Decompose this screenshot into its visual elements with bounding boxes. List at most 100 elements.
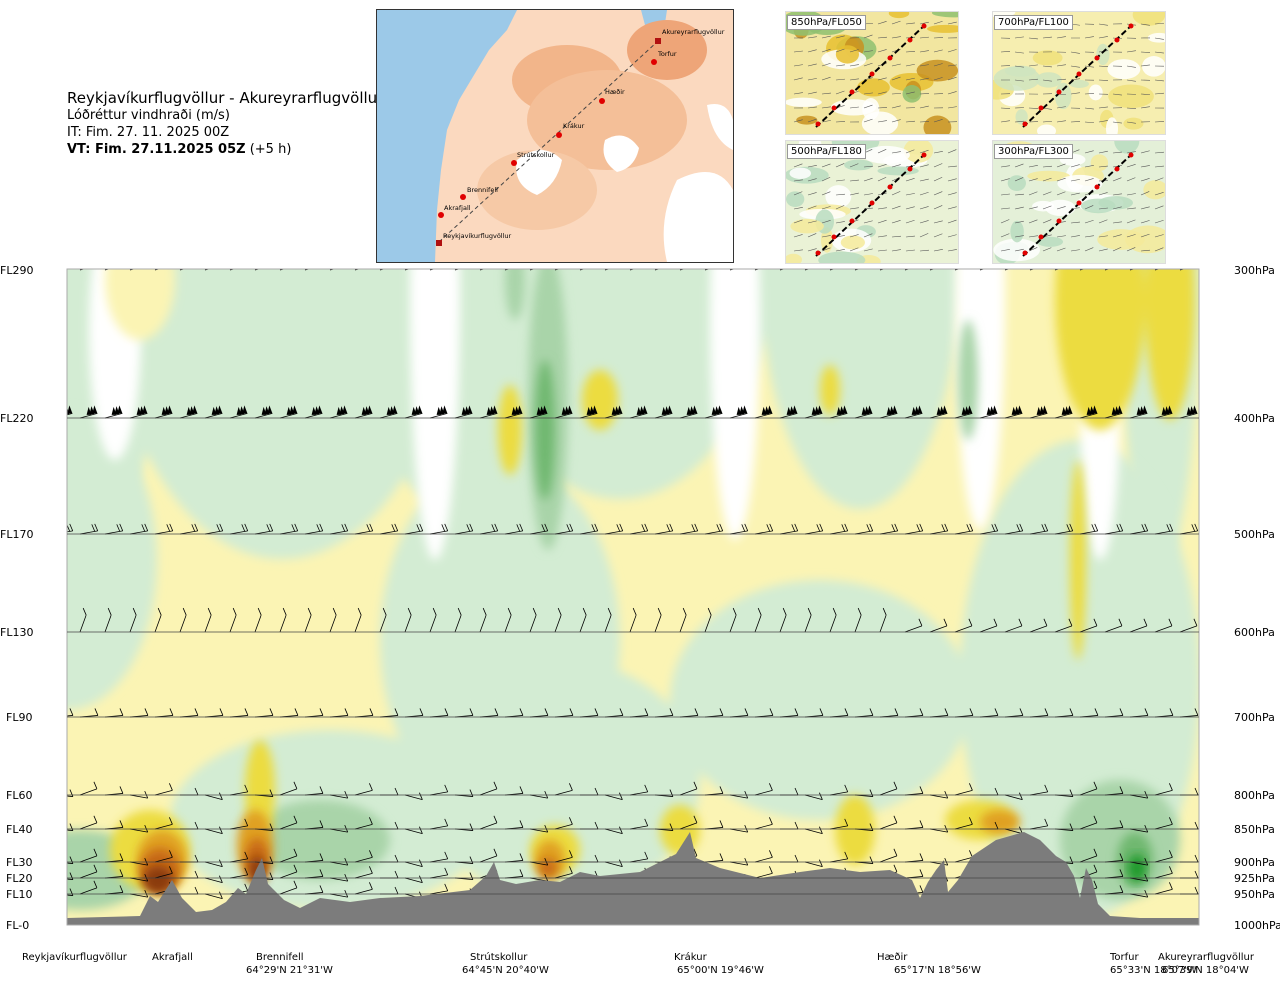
field-contour <box>1128 854 1146 882</box>
wind-barb-staff <box>1004 794 1023 801</box>
wind-barb-staff <box>229 791 248 796</box>
mini-map-patch <box>888 12 910 19</box>
wind-barb-feather <box>482 607 487 616</box>
wind-barb <box>529 523 549 535</box>
wind-barb-feather <box>541 524 546 532</box>
mini-map-patch <box>857 78 890 97</box>
wind-barb-flag <box>442 257 447 265</box>
mini-map-barb <box>919 36 929 39</box>
mini-map-point <box>831 234 837 240</box>
wind-barb-staff <box>1154 625 1173 633</box>
mini-map-barb <box>877 207 887 210</box>
wind-barb-flag <box>987 259 992 267</box>
wind-barb-feather <box>644 523 649 532</box>
wind-barb-flag <box>1114 258 1119 266</box>
wind-barb-staff <box>67 894 73 896</box>
location-name: Strútskollur <box>470 951 528 963</box>
wind-barb-feather <box>169 783 173 791</box>
wind-barb-flag <box>137 259 142 267</box>
wind-barb-feather <box>244 818 249 827</box>
wind-barb-feather <box>1144 708 1149 716</box>
wind-barb <box>404 826 423 835</box>
wind-barb-staff <box>204 861 223 868</box>
wind-barb-feather <box>194 523 199 532</box>
wind-barb-flag <box>564 406 570 415</box>
wind-barb-staff <box>329 893 348 898</box>
wind-barb <box>1054 523 1074 535</box>
wind-barb <box>1104 523 1124 535</box>
wind-barb-staff <box>804 794 823 801</box>
wind-barb-flag <box>687 259 692 267</box>
wind-barb-feather <box>469 823 474 831</box>
mini-map-barb <box>919 249 929 252</box>
wind-barb-flag <box>942 405 948 414</box>
wind-barb-feather <box>893 864 898 873</box>
wind-barb-flag <box>139 406 145 415</box>
wind-barb-flag <box>789 258 794 266</box>
wind-barb <box>429 851 449 863</box>
mini-map-patch <box>902 85 922 103</box>
wind-barb-feather <box>693 848 698 857</box>
wind-barb-feather <box>432 607 437 616</box>
wind-barb <box>229 818 249 830</box>
wind-barb-flag <box>267 405 273 414</box>
wind-barb-flag <box>317 257 322 265</box>
wind-barb-staff <box>204 828 223 835</box>
mini-map-barb <box>1154 219 1164 224</box>
wind-barb-feather <box>943 618 948 627</box>
wind-barb-flag <box>217 405 223 414</box>
mini-map-patch <box>1088 84 1103 101</box>
wind-barb-staff <box>829 530 848 535</box>
wind-barb-staff <box>729 530 748 535</box>
wind-barb-feather <box>991 524 996 532</box>
wind-barb-flag <box>62 407 67 415</box>
wind-barb-staff <box>1079 822 1098 830</box>
wind-barb <box>629 784 649 796</box>
wind-barb-flag <box>414 258 419 266</box>
wind-barb-flag <box>867 257 872 265</box>
wind-barb <box>404 607 412 633</box>
wind-barb-flag <box>1087 259 1092 267</box>
wind-barb-feather <box>466 524 471 532</box>
wind-barb-flag <box>1064 258 1069 266</box>
wind-barb-staff <box>929 625 948 633</box>
mini-map-barb <box>947 234 957 238</box>
mini-map-barb <box>1042 205 1052 210</box>
wind-barb-staff <box>379 614 387 633</box>
mini-map-barb <box>1084 121 1094 124</box>
wind-barb <box>204 875 223 884</box>
wind-barb-flag <box>762 259 767 267</box>
mini-map-barb <box>821 62 831 67</box>
wind-barb-staff <box>129 893 148 898</box>
wind-barb-feather <box>419 708 424 716</box>
wind-barb-feather <box>1116 524 1121 532</box>
wind-barb-feather <box>194 787 199 796</box>
mini-map-barb <box>835 90 845 95</box>
wind-barb <box>1154 882 1173 895</box>
wind-barb-feather <box>294 708 299 716</box>
wind-barb-flag <box>339 258 344 266</box>
wind-barb <box>154 523 174 535</box>
fl-label: FL30 <box>6 856 32 869</box>
wind-barb <box>729 523 749 535</box>
wind-barb-flag <box>567 405 573 414</box>
route-point-label: Akrafjall <box>444 204 471 212</box>
mini-map-barb <box>1056 120 1066 123</box>
wind-barb-staff <box>354 888 373 895</box>
route-point-marker <box>556 132 562 138</box>
mini-map-barb <box>1154 205 1164 210</box>
wind-barb-feather <box>807 607 812 616</box>
wind-barb-flag <box>817 405 823 414</box>
wind-barb-feather <box>293 848 298 857</box>
mini-map-barb <box>849 78 859 81</box>
mini-map-patch <box>796 115 818 125</box>
wind-barb-feather <box>366 524 371 532</box>
mini-map-barb <box>1028 107 1039 109</box>
wind-barb-feather <box>994 821 999 830</box>
wind-barb-flag <box>236 406 242 415</box>
wind-barb-flag <box>114 258 119 266</box>
wind-barb-feather <box>1169 817 1173 825</box>
wind-barb-feather <box>569 783 573 791</box>
wind-barb <box>504 269 511 271</box>
